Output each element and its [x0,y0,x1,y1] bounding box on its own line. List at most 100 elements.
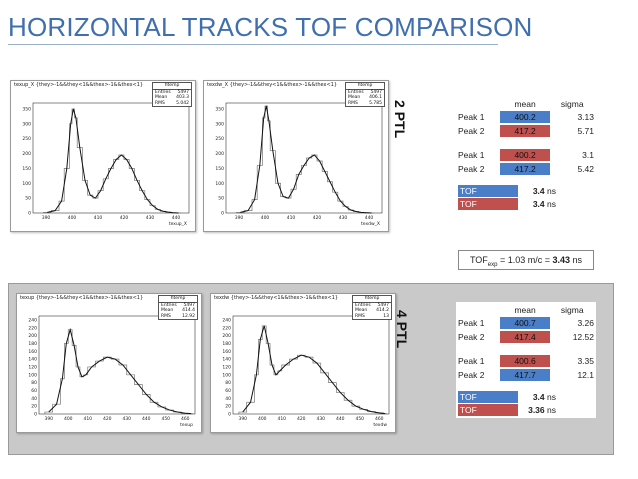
y-tick-label: 200 [28,333,37,339]
x-tick-label: 390 [235,215,244,221]
y-tick-label: 50 [218,196,224,202]
y-tick-label: 100 [22,181,31,187]
mean-cell: 400.6 [499,355,551,367]
x-tick-label: 390 [238,416,247,422]
x-tick-label: 450 [161,416,170,422]
mean-header: mean [514,305,536,315]
y-tick-label: 0 [221,211,224,217]
mean-cell: 400.7 [499,317,551,329]
y-tick-label: 300 [215,121,224,127]
stat-box-title: htemp [153,83,191,90]
x-tick-label: 430 [339,215,348,221]
tof-row: TOF 3.36 ns [458,403,556,416]
y-tick-label: 100 [28,372,37,378]
x-tick-label: 420 [313,215,322,221]
table-row: Peak 2 417.2 5.42 [458,163,594,175]
fit-table-2ptl: mean sigma Peak 1 400.2 3.13 Peak 2 417.2 5.… [456,96,596,212]
x-tick-label: 420 [297,416,306,422]
histogram-steps [43,108,182,214]
y-tick-label: 150 [22,166,31,172]
y-tick-label: 140 [28,357,37,363]
tof-expected-formula: TOFexp = 1.03 m/c = 3.43 ns [458,250,594,270]
x-tick-label: 430 [316,416,325,422]
sigma-cell: 3.1 [582,150,594,160]
x-tick-label: 410 [94,215,103,221]
sigma-header: sigma [560,99,584,109]
stat-row: RMS 12.92 [161,313,195,319]
stat-row: Mean 414.4 [161,308,195,313]
histogram-steps [238,325,388,414]
stat-row: Mean 414.2 [355,308,389,313]
y-tick-label: 180 [28,341,37,347]
y-tick-label: 250 [22,136,31,142]
mean-cell: 400.2 [499,111,551,123]
histogram-title: texdw {they>-1&&they<1&&thex>-1&&thex<1} [214,295,339,301]
x-tick-label: 390 [42,215,51,221]
table-row: Peak 1 400.6 3.35 [458,355,594,367]
x-axis-label: texup_X [169,221,187,227]
table-row: Peak 1 400.2 3.13 [458,111,594,123]
x-tick-label: 440 [172,215,181,221]
stat-box: htemp Entries 5497 Mean 403.3 RMS 5.042 [152,82,192,107]
stat-row: Entries 5497 [355,302,389,308]
stat-box: htemp Entries 5497 Mean 414.4 RMS 12.92 [158,295,198,320]
mean-cell: 417.2 [499,163,551,175]
x-tick-label: 400 [258,416,267,422]
stat-row: Entries 5497 [161,302,195,308]
y-tick-label: 20 [31,404,37,410]
y-tick-label: 350 [22,106,31,112]
histogram-plot: 350 300 250 200 150 100 50 0 390 400 410 420 430 440t… [22,102,190,227]
histogram-texdw: 240 220 200 180 160 140 120 100 80 60 40 20 0 390 400 4… [210,293,396,433]
stat-box: htemp Entries 5497 Mean 414.2 RMS 13 [352,295,392,320]
x-tick-label: 400 [261,215,270,221]
stat-row: Entries 5497 [348,89,382,95]
y-tick-label: 160 [222,349,231,355]
x-tick-label: 420 [103,416,112,422]
mean-header: mean [514,99,536,109]
x-tick-label: 410 [287,215,296,221]
plot-frame [225,102,383,214]
table-row: Peak 2 417.7 12.1 [458,369,594,381]
plot-frame [32,102,190,214]
y-tick-label: 240 [222,317,231,323]
section-label-4ptl: 4 PTL [394,310,410,349]
mean-cell: 417.2 [499,125,551,137]
mean-cell: 417.4 [499,331,551,343]
histogram-texup: 240 220 200 180 160 140 120 100 80 60 40 20 0 390 400 4… [16,293,202,433]
table-row: Peak 2 417.2 5.71 [458,125,594,137]
fit-table-4ptl: mean sigma Peak 1 400.7 3.26 Peak 2 417.4 12… [456,302,596,418]
histogram-texup-x: 350 300 250 200 150 100 50 0 390 400 410 420 430 440 t… [10,80,196,232]
stat-row: RMS 5.042 [155,100,189,106]
y-tick-label: 100 [215,181,224,187]
table-row: Peak 2 417.4 12.52 [458,331,594,343]
y-tick-label: 40 [31,396,37,402]
y-tick-label: 220 [28,325,37,331]
y-tick-label: 180 [222,341,231,347]
y-tick-label: 0 [28,211,31,217]
sigma-cell: 3.13 [577,112,594,122]
y-tick-label: 150 [215,166,224,172]
y-tick-label: 250 [215,136,224,142]
x-axis-label: texdw [373,422,387,428]
x-tick-label: 430 [122,416,131,422]
y-tick-label: 240 [28,317,37,323]
y-tick-label: 350 [215,106,224,112]
tof-row: TOF 3.4 ns [458,197,556,210]
plot-frame [38,315,196,415]
y-tick-label: 120 [28,364,37,370]
stat-box-title: htemp [159,296,197,303]
histogram-plot: 350 300 250 200 150 100 50 0 390 400 410 420 430 440t… [215,102,383,227]
histogram-title: texup_X {they>-1&&they<1&&thex>-1&&thex<… [14,82,144,88]
x-tick-label: 460 [375,416,384,422]
y-tick-label: 0 [228,412,231,418]
y-tick-label: 20 [225,404,231,410]
stat-box-title: htemp [346,83,384,90]
sigma-cell: 3.35 [577,356,594,366]
stat-row: RMS 5.785 [348,100,382,106]
sigma-header: sigma [560,305,584,315]
y-tick-label: 200 [215,151,224,157]
mean-cell: 400.2 [499,149,551,161]
sigma-cell: 5.42 [577,164,594,174]
histogram-title: texup {they>-1&&they<1&&thex>-1&&thex<1} [20,295,144,301]
